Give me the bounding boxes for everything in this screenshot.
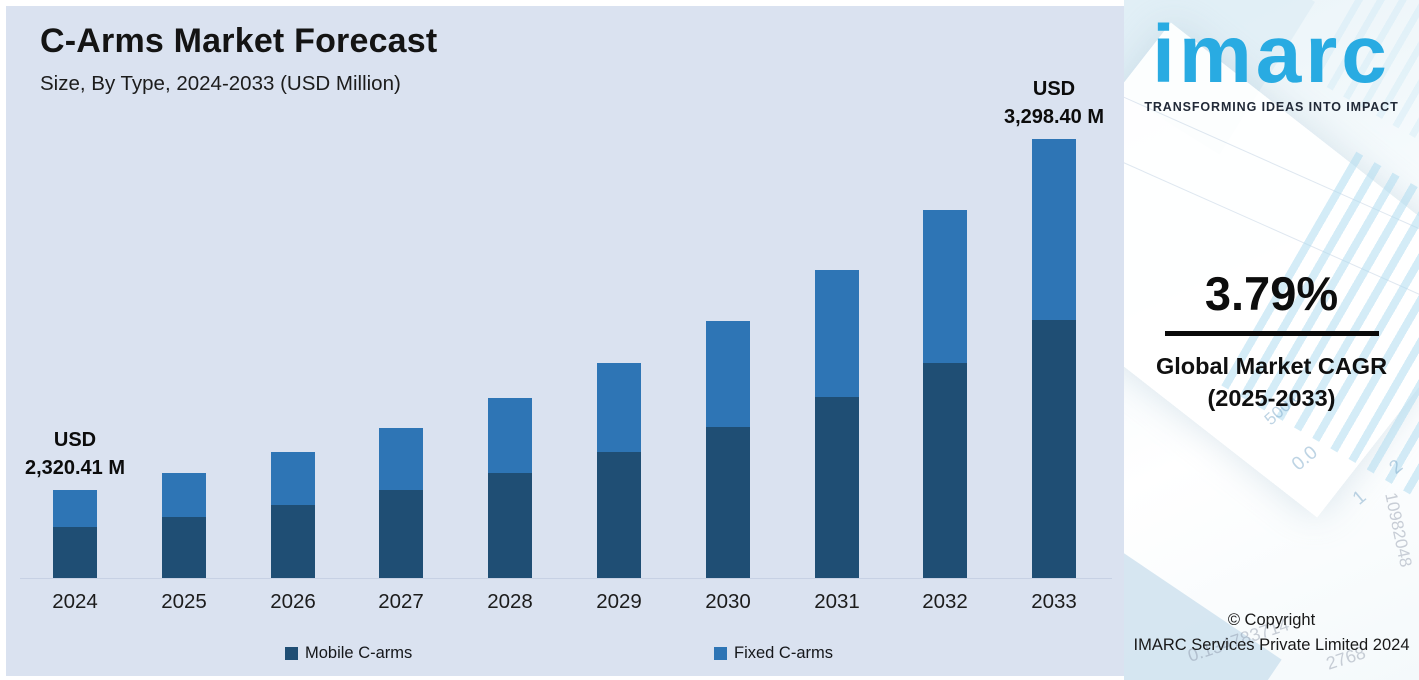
bar-2030: [706, 321, 750, 578]
imarc-logo-tagline: TRANSFORMING IDEAS INTO IMPACT: [1144, 100, 1399, 114]
legend-item-fixed-c-arms: Fixed C-arms: [714, 644, 833, 663]
bar-segment-fixed-c-arms: [162, 473, 206, 517]
copyright-line2: IMARC Services Private Limited 2024: [1133, 636, 1410, 654]
bar-2024: [53, 490, 97, 578]
bar-segment-mobile-c-arms: [706, 427, 750, 578]
x-axis-label-2026: 2026: [270, 590, 316, 613]
chart-panel: C-Arms Market Forecast Size, By Type, 20…: [6, 6, 1124, 676]
legend-label-fixed: Fixed C-arms: [734, 644, 834, 662]
bar-2031: [815, 270, 859, 578]
x-axis-label-2031: 2031: [814, 590, 860, 613]
legend-swatch-fixed: [714, 647, 727, 660]
bar-2029: [597, 363, 641, 578]
bar-2027: [379, 428, 423, 578]
x-axis-label-2032: 2032: [922, 590, 968, 613]
value-label-2033: USD 3,298.40 M: [1003, 78, 1105, 128]
page-title: C-Arms Market Forecast: [40, 22, 438, 60]
bar-2033: [1032, 139, 1076, 578]
bar-segment-mobile-c-arms: [53, 527, 97, 578]
cagr-label-line2: (2025-2033): [1207, 385, 1336, 411]
bar-segment-mobile-c-arms: [1032, 320, 1076, 578]
x-axis-line: [20, 578, 1112, 579]
bar-2028: [488, 398, 532, 578]
bar-2026: [271, 452, 315, 578]
bar-segment-mobile-c-arms: [597, 452, 641, 578]
legend-label-mobile: Mobile C-arms: [305, 644, 413, 662]
cagr-underline: [1164, 331, 1379, 336]
cagr-block: 3.79% Global Market CAGR (2025-2033): [1124, 266, 1419, 414]
watermark-number: 10982048: [1381, 490, 1416, 569]
imarc-logo: imarc TRANSFORMING IDEAS INTO IMPACT: [1124, 9, 1419, 115]
bar-segment-fixed-c-arms: [597, 363, 641, 452]
cagr-value: 3.79%: [1204, 267, 1339, 320]
copyright-block: © Copyright IMARC Services Private Limit…: [1124, 608, 1419, 658]
x-axis-label-2028: 2028: [487, 590, 533, 613]
bar-segment-mobile-c-arms: [271, 505, 315, 578]
cagr-label-line1: Global Market CAGR: [1155, 353, 1388, 379]
bar-segment-mobile-c-arms: [488, 473, 532, 578]
x-axis-label-2027: 2027: [378, 590, 424, 613]
bar-segment-mobile-c-arms: [923, 363, 967, 578]
bar-segment-fixed-c-arms: [1032, 139, 1076, 320]
bar-segment-mobile-c-arms: [815, 397, 859, 578]
brand-sidebar: 0.0 1 2 3 4 500.0 10982048 0.134783714 2…: [1124, 0, 1419, 680]
bar-segment-mobile-c-arms: [162, 517, 206, 578]
bar-segment-fixed-c-arms: [53, 490, 97, 527]
bar-segment-fixed-c-arms: [706, 321, 750, 427]
bar-segment-fixed-c-arms: [923, 210, 967, 363]
legend-swatch-mobile: [285, 647, 298, 660]
value-label-2024: USD 2,320.41 M: [24, 429, 126, 479]
stacked-bar-chart: 2024 2025 2026 2027 2028 2029 2030 2031 2032 2033…: [6, 6, 1124, 676]
bar-segment-fixed-c-arms: [271, 452, 315, 505]
copyright-line1: © Copyright: [1227, 611, 1316, 629]
bar-segment-mobile-c-arms: [379, 490, 423, 578]
bar-2032: [923, 210, 967, 578]
bar-segment-fixed-c-arms: [379, 428, 423, 490]
bar-segment-fixed-c-arms: [488, 398, 532, 473]
page-subtitle: Size, By Type, 2024-2033 (USD Million): [40, 72, 401, 95]
x-axis-label-2024: 2024: [52, 590, 98, 613]
imarc-logo-wordmark: imarc: [1152, 9, 1391, 100]
x-axis-label-2029: 2029: [596, 590, 642, 613]
x-axis-label-2033: 2033: [1031, 590, 1077, 613]
legend-item-mobile-c-arms: Mobile C-arms: [285, 644, 412, 663]
x-axis-label-2030: 2030: [705, 590, 751, 613]
x-axis-label-2025: 2025: [161, 590, 207, 613]
bar-segment-fixed-c-arms: [815, 270, 859, 397]
bar-2025: [162, 473, 206, 578]
